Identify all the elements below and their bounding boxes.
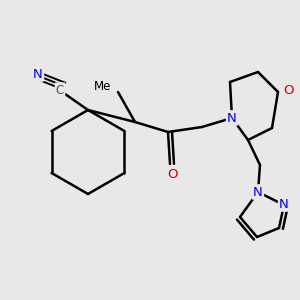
- Text: O: O: [167, 167, 177, 181]
- Text: N: N: [253, 185, 263, 199]
- Text: O: O: [283, 83, 293, 97]
- Text: N: N: [279, 197, 289, 211]
- Text: N: N: [227, 112, 237, 124]
- Text: C: C: [56, 83, 64, 97]
- Text: Me: Me: [94, 80, 111, 94]
- Text: N: N: [33, 68, 43, 80]
